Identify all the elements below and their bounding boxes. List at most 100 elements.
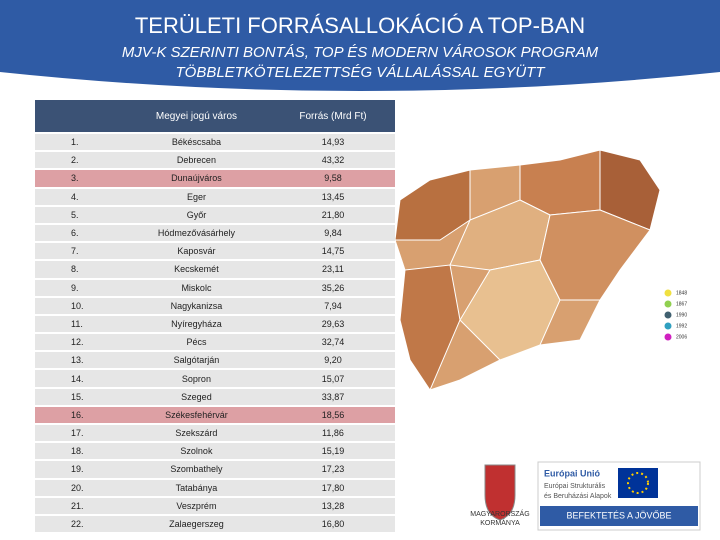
- table-row: 22. Zalaegerszeg 16,80: [35, 513, 395, 533]
- table-cell: 17.: [35, 422, 122, 443]
- header-cell: [35, 100, 122, 133]
- table-cell: Szeged: [121, 386, 271, 406]
- table-row: 19. Szombathely 17,23: [35, 459, 395, 479]
- legend-label: 1848: [676, 290, 687, 296]
- table-cell: 35,26: [270, 277, 395, 297]
- table-cell: 22.: [35, 513, 122, 533]
- table-cell: 7,94: [270, 295, 395, 315]
- table-cell: 10.: [35, 295, 122, 315]
- table-cell: 33,87: [270, 386, 395, 406]
- table-row: 14. Sopron 15,07: [35, 368, 395, 388]
- header-cell: Megyei jogú város: [121, 100, 271, 133]
- table-row: 5. Győr 21,80: [35, 204, 395, 224]
- legend-swatch: [664, 300, 672, 308]
- legend-swatch: [664, 289, 672, 297]
- table-cell: Miskolc: [121, 277, 271, 297]
- table-cell: 11,86: [270, 422, 395, 443]
- table-cell: 43,32: [270, 150, 395, 170]
- table-cell: Hódmezővásárhely: [121, 222, 271, 243]
- table-cell: 18.: [35, 441, 122, 461]
- table-cell: 2.: [35, 150, 122, 170]
- table-cell: 3.: [35, 168, 122, 188]
- table-cell: 12.: [35, 332, 122, 352]
- table-cell: Nagykanizsa: [121, 295, 271, 315]
- header-cell: Forrás (Mrd Ft): [270, 100, 395, 133]
- table-cell: 17,23: [270, 459, 395, 479]
- table-row: 10. Nagykanizsa 7,94: [35, 295, 395, 315]
- table-cell: 17,80: [270, 477, 395, 497]
- logo-text: KORMÁNYA: [480, 518, 520, 527]
- table-cell: 19.: [35, 459, 122, 479]
- legend-label: 1867: [676, 301, 687, 307]
- logo-text: BEFEKTETÉS A JÖVŐBE: [566, 510, 671, 520]
- eu-logo: Európai Unió Európai Strukturális és Ber…: [537, 461, 701, 531]
- table-cell: Kecskemét: [121, 259, 271, 279]
- table-row: 12. Pécs 32,74: [35, 332, 395, 352]
- table-cell: 11.: [35, 313, 122, 334]
- table-cell: 21,80: [270, 204, 395, 224]
- map: [394, 149, 661, 392]
- table-row: 4. Eger 13,45: [35, 186, 395, 206]
- table-cell: Sopron: [121, 368, 271, 388]
- table-cell: Szolnok: [121, 441, 271, 461]
- logo-text: MAGYARORSZÁG: [470, 509, 529, 518]
- table-cell: Zalaegerszeg: [121, 513, 271, 533]
- table-cell: Pécs: [121, 332, 271, 352]
- legend-label: 1990: [676, 312, 687, 318]
- table-cell: 16.: [35, 404, 122, 424]
- table-row: 18. Szolnok 15,19: [35, 441, 395, 461]
- table-cell: Kaposvár: [121, 241, 271, 261]
- table-cell: 20.: [35, 477, 122, 497]
- table-cell: 7.: [35, 241, 122, 261]
- table-cell: 9,84: [270, 222, 395, 243]
- table-cell: Székesfehérvár: [121, 404, 271, 424]
- table-row: 8. Kecskemét 23,11: [35, 259, 395, 279]
- table-row: 9. Miskolc 35,26: [35, 277, 395, 297]
- table-cell: Tatabánya: [121, 477, 271, 497]
- legend-swatch: [664, 322, 672, 330]
- table-cell: 5.: [35, 204, 122, 224]
- table-cell: 32,74: [270, 332, 395, 352]
- table-cell: 4.: [35, 186, 122, 206]
- table-cell: 9,58: [270, 168, 395, 188]
- table-row: 6. Hódmezővásárhely 9,84: [35, 222, 395, 243]
- table-cell: 13,28: [270, 495, 395, 515]
- table-cell: 23,11: [270, 259, 395, 279]
- table-cell: 13.: [35, 350, 122, 370]
- table-cell: Eger: [121, 186, 271, 206]
- table-cell: 9.: [35, 277, 122, 297]
- subtitle: MJV-K SZERINTI BONTÁS, TOP ÉS MODERN VÁR…: [122, 44, 599, 61]
- table-cell: 13,45: [270, 186, 395, 206]
- table-cell: Győr: [121, 204, 271, 224]
- table-row: 20. Tatabánya 17,80: [35, 477, 395, 497]
- table-cell: Salgótarján: [121, 350, 271, 370]
- legend-label: 1992: [676, 323, 687, 329]
- table-row: 21. Veszprém 13,28: [35, 495, 395, 515]
- table-row: 16. Székesfehérvár 18,56: [35, 404, 395, 424]
- logo-text: és Beruházási Alapok: [544, 493, 612, 500]
- map-legend: 1848 1867 1990 1992 2006: [664, 289, 687, 341]
- legend-label: 2006: [676, 334, 687, 340]
- table-cell: 9,20: [270, 350, 395, 370]
- table-row: 13. Salgótarján 9,20: [35, 350, 395, 370]
- table-cell: 14,93: [270, 131, 395, 152]
- table-row: 11. Nyíregyháza 29,63: [35, 313, 395, 334]
- table-cell: 14,75: [270, 241, 395, 261]
- table-row: 1. Békéscsaba 14,93: [35, 131, 395, 152]
- table-cell: Nyíregyháza: [121, 313, 271, 334]
- table-cell: Dunaújváros: [121, 168, 271, 188]
- title: TERÜLETI FORRÁSALLOKÁCIÓ A TOP-BAN: [135, 13, 585, 38]
- table-cell: 29,63: [270, 313, 395, 334]
- table-row: 17. Szekszárd 11,86: [35, 422, 395, 443]
- title-banner: [0, 0, 720, 91]
- table-cell: 21.: [35, 495, 122, 515]
- table-cell: Szombathely: [121, 459, 271, 479]
- logo-text: Európai Strukturális: [544, 483, 606, 490]
- table-cell: 15,07: [270, 368, 395, 388]
- table-cell: Békéscsaba: [121, 131, 271, 152]
- table-cell: Szekszárd: [121, 422, 271, 443]
- table-cell: 15,19: [270, 441, 395, 461]
- table-cell: 1.: [35, 131, 122, 152]
